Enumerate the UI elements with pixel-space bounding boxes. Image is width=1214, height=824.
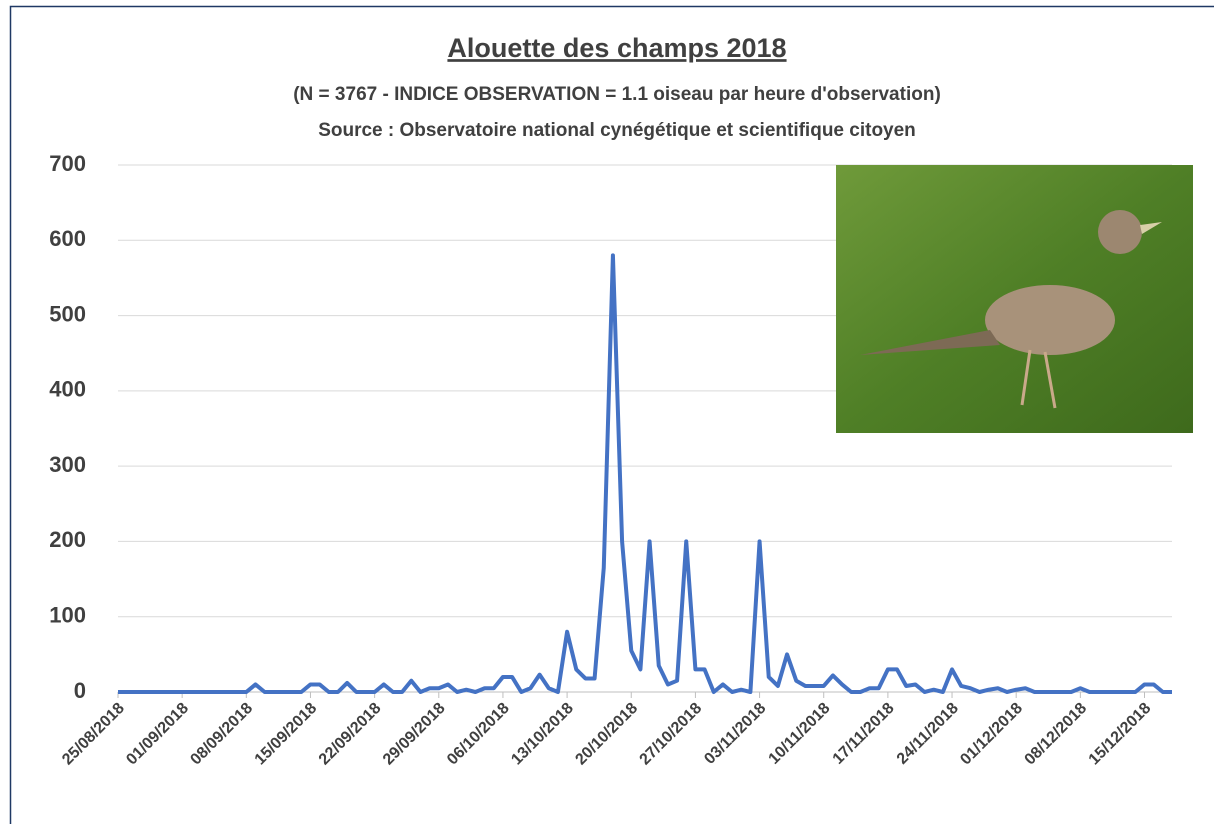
x-tick-label: 15/09/2018 [252,700,321,769]
y-tick-label: 200 [49,527,86,552]
y-tick-label: 600 [49,226,86,251]
bird-photo [836,165,1193,433]
x-tick-label: 06/10/2018 [444,700,513,769]
chart-source: Source : Observatoire national cynégétiq… [318,120,916,141]
x-tick-label: 01/09/2018 [123,700,192,769]
x-tick-label: 17/11/2018 [830,700,898,768]
chart-title: Alouette des champs 2018 [447,33,786,63]
y-tick-label: 100 [49,603,86,628]
x-tick-label: 24/11/2018 [894,700,962,768]
x-tick-label: 20/10/2018 [572,700,641,769]
y-tick-label: 0 [74,678,86,703]
y-tick-label: 400 [49,377,86,402]
x-tick-label: 25/08/2018 [59,700,128,769]
x-tick-label: 03/11/2018 [701,700,769,768]
x-tick-label: 22/09/2018 [316,700,385,769]
x-tick-label: 10/11/2018 [766,700,834,768]
chart: Alouette des champs 2018 (N = 3767 - IND… [0,0,1214,824]
x-tick-label: 27/10/2018 [637,700,706,769]
x-tick-label: 08/12/2018 [1022,700,1091,769]
y-tick-label: 500 [49,301,86,326]
x-tick-label: 15/12/2018 [1086,700,1155,769]
x-tick-label: 13/10/2018 [508,700,577,769]
y-tick-label: 700 [49,151,86,176]
x-tick-label: 01/12/2018 [957,700,1026,769]
y-tick-label: 300 [49,452,86,477]
x-tick-label: 08/09/2018 [187,700,256,769]
x-tick-label: 29/09/2018 [380,700,449,769]
chart-subtitle: (N = 3767 - INDICE OBSERVATION = 1.1 ois… [293,84,941,105]
